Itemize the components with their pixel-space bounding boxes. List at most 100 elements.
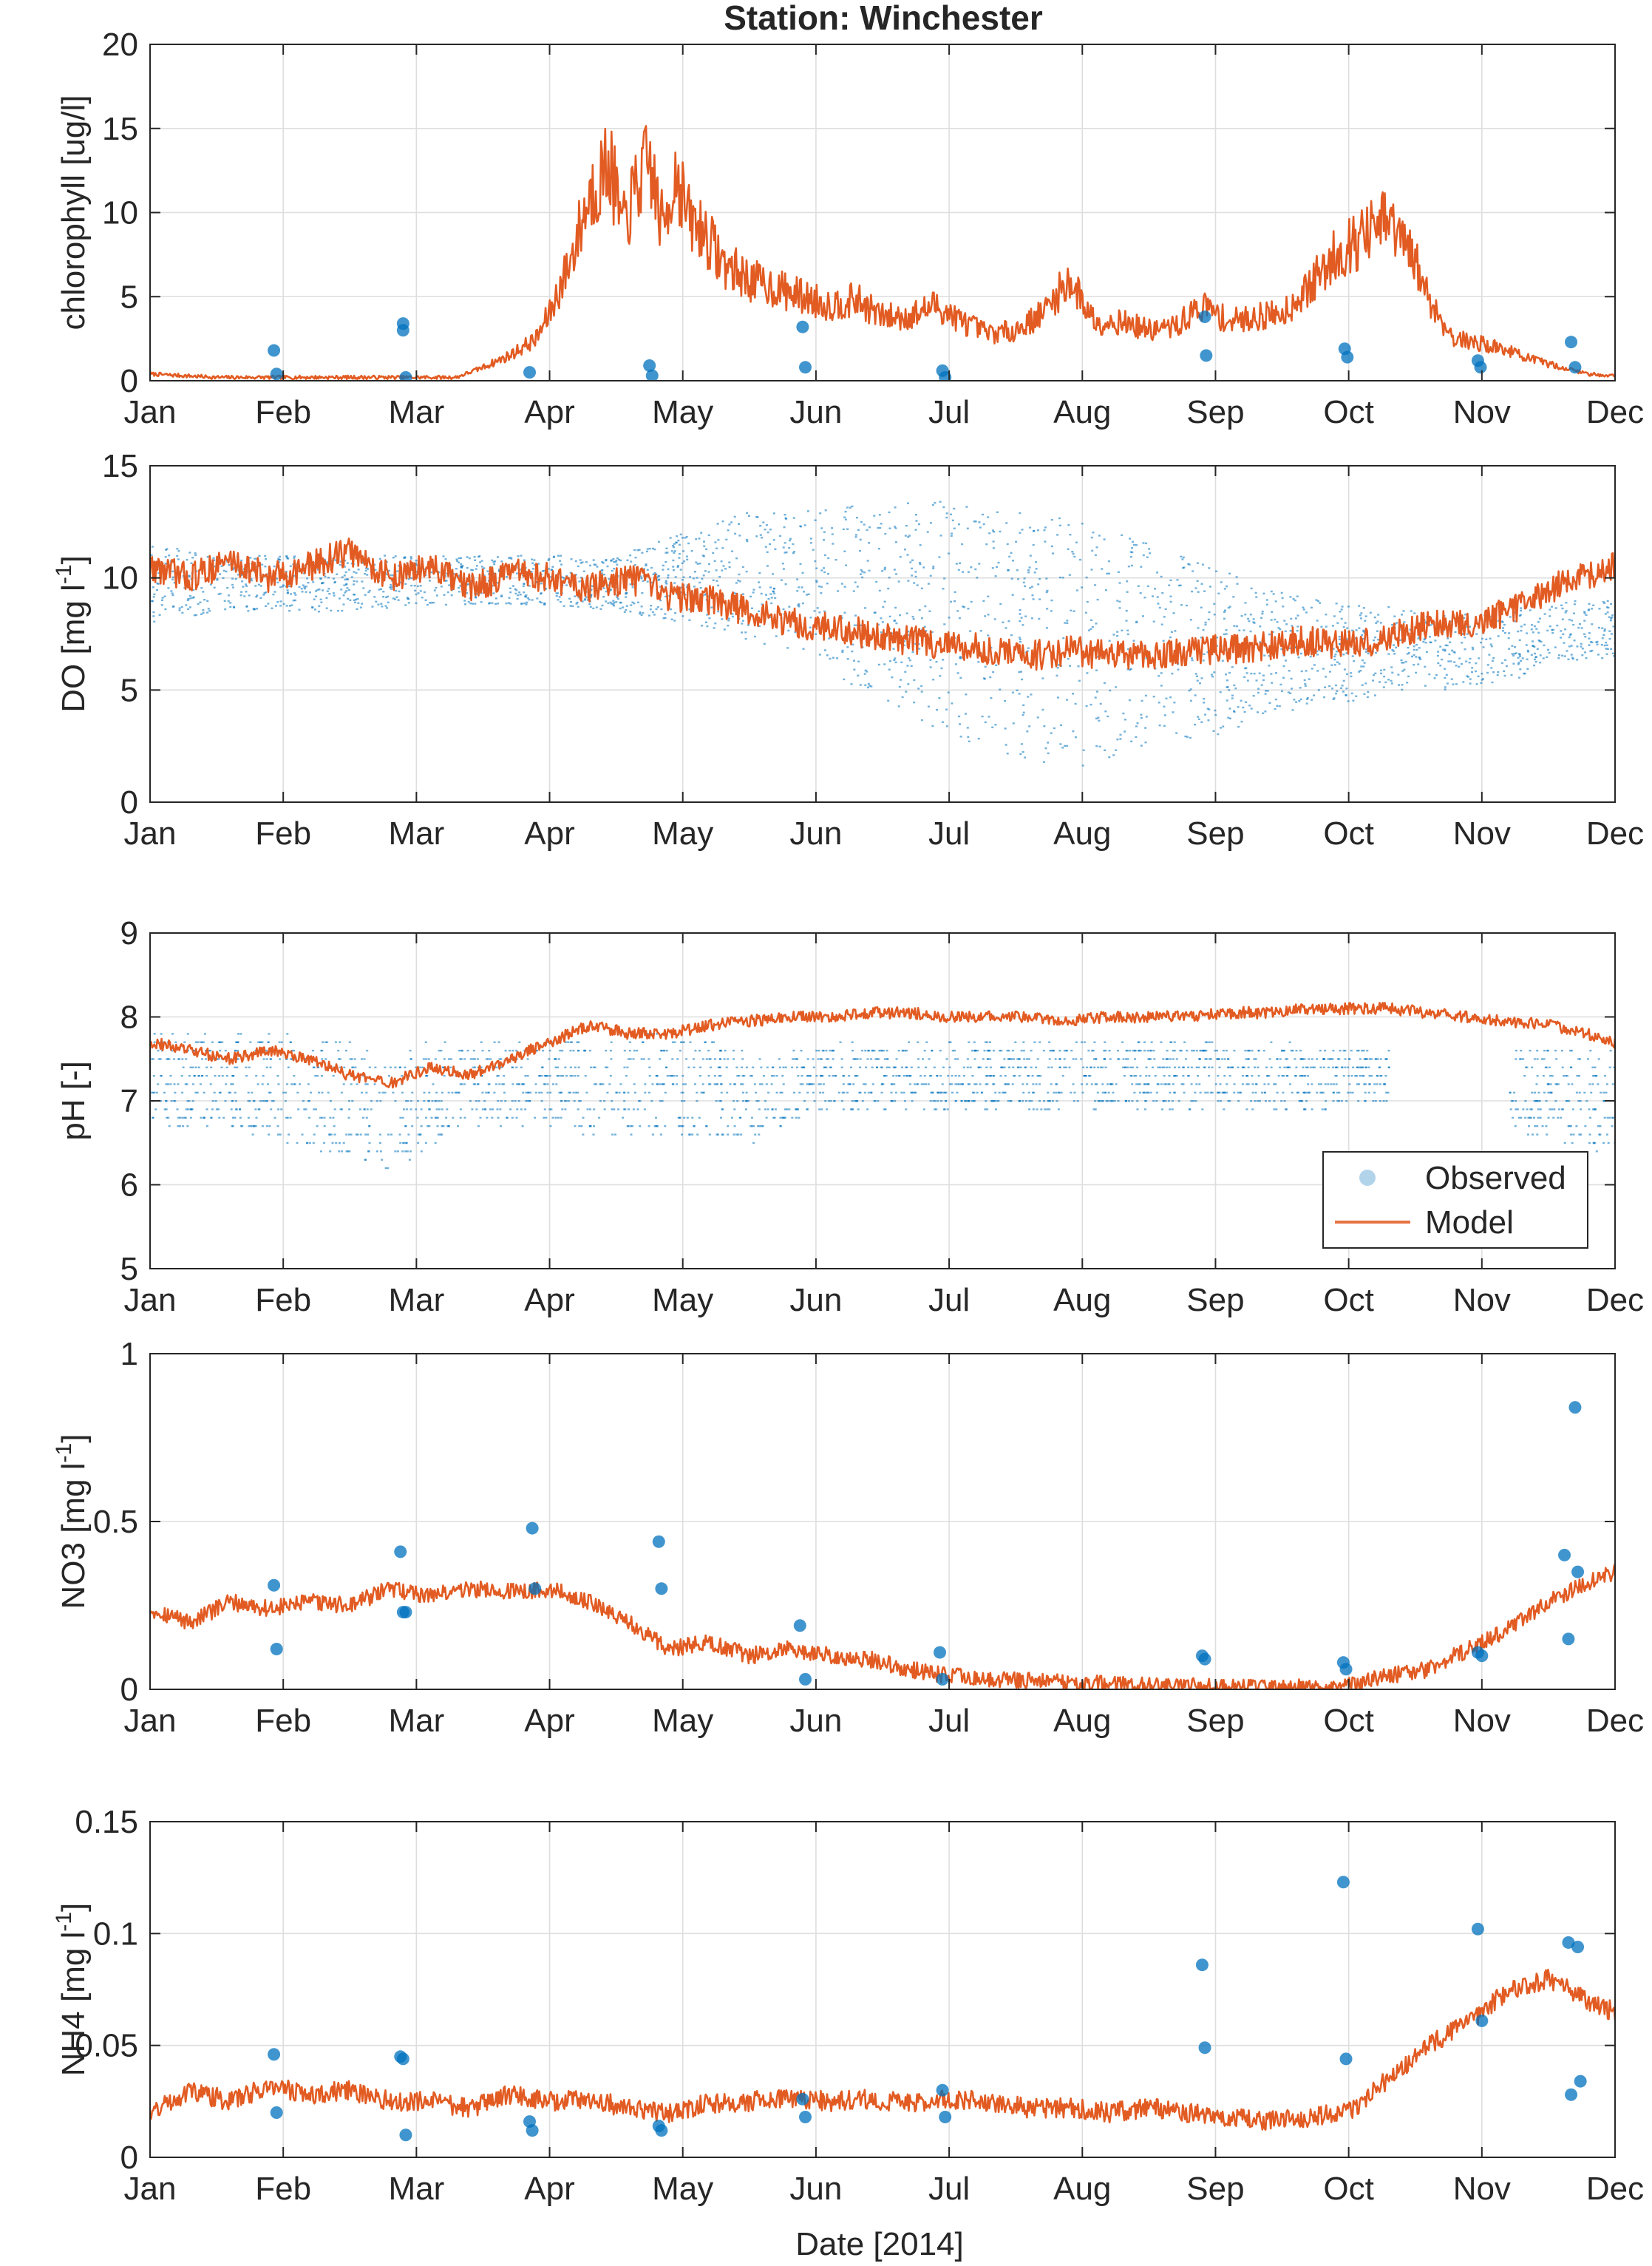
observed-point (268, 1133, 270, 1136)
observed-point (1134, 1049, 1137, 1052)
observed-point (311, 606, 314, 609)
observed-point (1534, 1100, 1537, 1102)
observed-point (1258, 1100, 1261, 1102)
observed-point (1267, 1083, 1270, 1085)
observed-point (446, 591, 449, 594)
observed-point (232, 567, 235, 569)
observed-point (1172, 711, 1175, 713)
observed-point (1504, 659, 1507, 661)
observed-point (693, 1066, 696, 1068)
observed-point (494, 560, 496, 563)
observed-point (942, 1108, 945, 1110)
observed-point (506, 1116, 509, 1119)
observed-point (366, 1049, 369, 1052)
observed-point (1093, 1041, 1096, 1043)
observed-point (633, 1049, 636, 1052)
observed-point (313, 598, 316, 600)
observed-point (153, 593, 156, 596)
observed-point (615, 601, 618, 603)
x-tick-label: May (652, 394, 713, 430)
observed-point (540, 592, 543, 594)
observed-point (384, 605, 387, 607)
observed-point (232, 1075, 234, 1077)
observed-point (1157, 1083, 1160, 1085)
x-tick-label: Jan (124, 815, 177, 852)
observed-point (511, 1066, 514, 1068)
observed-point (593, 1083, 596, 1085)
observed-point (1272, 593, 1275, 595)
observed-point (363, 1058, 366, 1060)
observed-point (1596, 643, 1599, 645)
observed-point (223, 600, 226, 602)
observed-point (1199, 682, 1201, 685)
observed-point (958, 523, 960, 526)
observed-point (1264, 693, 1267, 695)
observed-point (1131, 1066, 1134, 1068)
observed-point (1339, 643, 1342, 645)
observed-point (738, 580, 741, 583)
observed-point (1520, 659, 1522, 662)
observed-point (967, 571, 970, 573)
observed-point (917, 1058, 920, 1060)
observed-point (1050, 732, 1053, 734)
observed-point (188, 552, 191, 554)
observed-point (1219, 691, 1222, 693)
observed-point (1478, 657, 1481, 659)
observed-point (653, 571, 656, 574)
observed-point (1268, 633, 1271, 636)
observed-point (511, 1049, 514, 1052)
observed-point (906, 665, 909, 667)
y-tick-label: 20 (102, 27, 138, 63)
observed-point (1119, 733, 1122, 736)
observed-point (691, 1116, 694, 1119)
observed-point (1180, 555, 1183, 558)
observed-point (1528, 1125, 1530, 1127)
observed-point (1022, 713, 1024, 716)
observed-point (1612, 625, 1615, 628)
observed-point (576, 601, 579, 604)
observed-point (240, 591, 243, 593)
observed-point (1376, 620, 1379, 623)
observed-point (1044, 540, 1047, 543)
observed-point (1172, 1083, 1175, 1085)
observed-point (220, 565, 223, 567)
observed-point (836, 657, 838, 659)
observed-point (460, 557, 463, 560)
observed-point (1149, 1091, 1152, 1094)
observed-point (265, 1058, 268, 1060)
observed-point (374, 569, 377, 571)
observed-point (316, 1075, 319, 1077)
observed-point (499, 1108, 502, 1110)
observed-point (1172, 1049, 1175, 1052)
observed-point (1085, 705, 1088, 708)
observed-point (1419, 658, 1422, 660)
observed-point (217, 1041, 220, 1043)
observed-point (1004, 1091, 1007, 1094)
y-tick-label: 15 (102, 111, 138, 147)
observed-point (1327, 1058, 1330, 1060)
observed-point (1154, 588, 1157, 590)
observed-point (489, 1058, 492, 1060)
observed-point (1159, 1066, 1161, 1068)
observed-point (1332, 1066, 1335, 1068)
observed-point (569, 1041, 572, 1043)
observed-point (560, 1091, 562, 1094)
observed-point (646, 580, 649, 583)
observed-point (1606, 600, 1609, 603)
observed-point (286, 1116, 289, 1119)
observed-point (1595, 1150, 1598, 1153)
observed-point (1294, 617, 1297, 620)
observed-point (362, 1075, 365, 1077)
observed-point (545, 1116, 548, 1119)
observed-point (873, 611, 876, 614)
observed-point (208, 610, 211, 612)
observed-point (677, 565, 679, 567)
observed-point (951, 702, 954, 705)
observed-point (348, 1100, 350, 1102)
observed-point (1135, 736, 1138, 739)
observed-point (1252, 621, 1255, 623)
observed-point (989, 676, 992, 679)
observed-point (577, 596, 580, 599)
observed-point (207, 608, 210, 610)
